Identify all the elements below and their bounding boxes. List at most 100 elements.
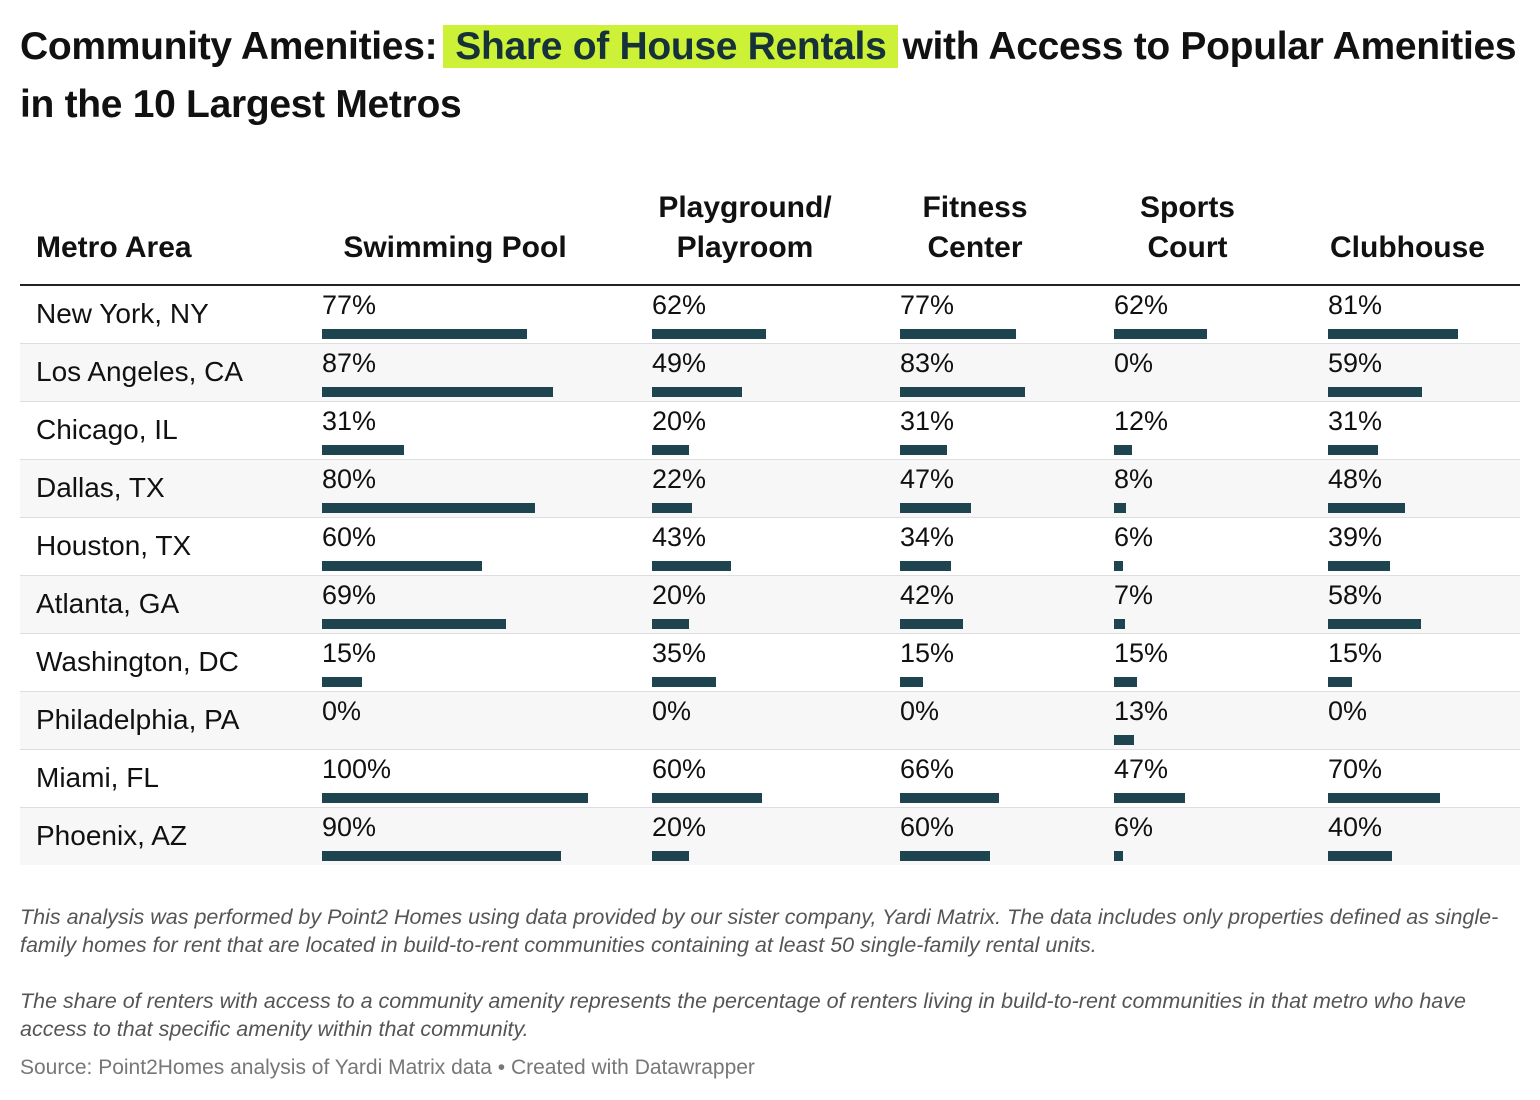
title-suffix: with Access to Popular Amenities in the … <box>20 25 1517 126</box>
value-bar <box>1328 851 1392 861</box>
value-label: 60% <box>900 812 955 842</box>
table-row: Los Angeles, CA 87% 49% 83% 0% 59% <box>20 344 1520 402</box>
column-header[interactable]: Playground/ Playroom <box>658 191 832 264</box>
value-label: 13% <box>1114 696 1169 726</box>
value-bar <box>1328 445 1378 455</box>
value-label: 100% <box>322 754 392 784</box>
value-cell: 35% <box>652 634 836 691</box>
value-cell: 22% <box>652 460 836 517</box>
value-bar <box>900 561 951 571</box>
value-cell: 90% <box>322 808 588 865</box>
value-bar <box>652 793 763 803</box>
value-cell: 15% <box>1114 634 1264 691</box>
value-label: 40% <box>1328 812 1383 842</box>
value-bar <box>900 445 947 455</box>
value-cell: 47% <box>900 460 1050 517</box>
value-cell: 7% <box>1114 576 1264 633</box>
value-cell: 59% <box>1328 344 1488 401</box>
value-label: 70% <box>1328 754 1383 784</box>
value-cell: 70% <box>1328 750 1488 807</box>
value-bar <box>900 677 923 687</box>
value-bar <box>900 619 963 629</box>
value-label: 0% <box>900 696 940 726</box>
value-label: 0% <box>652 696 692 726</box>
value-cell: 62% <box>652 286 836 343</box>
column-header[interactable]: Clubhouse <box>1330 231 1485 264</box>
value-bar <box>1114 561 1123 571</box>
value-cell: 31% <box>1328 402 1488 459</box>
value-label: 62% <box>1114 290 1169 320</box>
value-cell: 60% <box>652 750 836 807</box>
value-cell: 20% <box>652 808 836 865</box>
value-bar <box>322 387 554 397</box>
value-label: 87% <box>322 348 377 378</box>
metro-label: Miami, FL <box>36 762 159 793</box>
value-cell: 31% <box>900 402 1050 459</box>
value-cell: 49% <box>652 344 836 401</box>
value-bar <box>900 503 971 513</box>
value-bar <box>1328 793 1440 803</box>
value-cell: 77% <box>322 286 588 343</box>
table-row: Phoenix, AZ 90% 20% 60% 6% 40% <box>20 808 1520 865</box>
column-header[interactable]: Metro Area <box>36 231 192 264</box>
value-cell: 77% <box>900 286 1050 343</box>
value-cell: 83% <box>900 344 1050 401</box>
value-bar <box>1328 619 1421 629</box>
value-bar <box>1328 387 1423 397</box>
value-cell: 58% <box>1328 576 1488 633</box>
value-cell: 6% <box>1114 808 1264 865</box>
value-bar <box>652 329 767 339</box>
column-header[interactable]: Fitness Center <box>922 191 1028 264</box>
value-label: 90% <box>322 812 377 842</box>
value-cell: 100% <box>322 750 588 807</box>
value-bar <box>1114 735 1134 745</box>
source-line: Source: Point2Homes analysis of Yardi Ma… <box>20 1056 755 1079</box>
value-cell: 8% <box>1114 460 1264 517</box>
value-cell: 6% <box>1114 518 1264 575</box>
value-label: 83% <box>900 348 955 378</box>
value-bar <box>322 445 405 455</box>
value-cell: 39% <box>1328 518 1488 575</box>
value-bar <box>322 677 362 687</box>
value-label: 35% <box>652 638 707 668</box>
table-row: Miami, FL 100% 60% 66% 47% 70% <box>20 750 1520 808</box>
value-label: 81% <box>1328 290 1383 320</box>
value-cell: 60% <box>322 518 588 575</box>
column-header[interactable]: Sports Court <box>1139 191 1235 264</box>
value-label: 15% <box>900 638 955 668</box>
value-cell: 15% <box>322 634 588 691</box>
value-bar <box>652 677 717 687</box>
value-label: 15% <box>1114 638 1169 668</box>
value-cell: 0% <box>652 692 836 749</box>
value-bar <box>1114 793 1185 803</box>
note-definition: The share of renters with access to a co… <box>20 989 1466 1041</box>
value-label: 6% <box>1114 522 1154 552</box>
value-bar <box>652 387 743 397</box>
value-label: 48% <box>1328 464 1383 494</box>
value-label: 34% <box>900 522 955 552</box>
value-label: 0% <box>1114 348 1154 378</box>
value-cell: 31% <box>322 402 588 459</box>
value-label: 31% <box>322 406 377 436</box>
value-label: 69% <box>322 580 377 610</box>
value-label: 80% <box>322 464 377 494</box>
value-label: 22% <box>652 464 707 494</box>
value-label: 77% <box>322 290 377 320</box>
value-bar <box>1114 851 1123 861</box>
table-header: Metro Area Swimming Pool Playground/ Playr… <box>20 180 1520 286</box>
value-bar <box>900 793 999 803</box>
value-label: 60% <box>322 522 377 552</box>
value-cell: 40% <box>1328 808 1488 865</box>
value-bar <box>322 619 506 629</box>
metro-label: Dallas, TX <box>36 472 165 503</box>
value-cell: 62% <box>1114 286 1264 343</box>
value-bar <box>322 793 588 803</box>
metro-label: Los Angeles, CA <box>36 356 244 387</box>
title-highlight: Share of House Rentals <box>443 25 899 68</box>
value-label: 20% <box>652 406 707 436</box>
value-cell: 20% <box>652 402 836 459</box>
value-label: 12% <box>1114 406 1169 436</box>
value-bar <box>1114 619 1125 629</box>
column-header[interactable]: Swimming Pool <box>343 231 567 264</box>
